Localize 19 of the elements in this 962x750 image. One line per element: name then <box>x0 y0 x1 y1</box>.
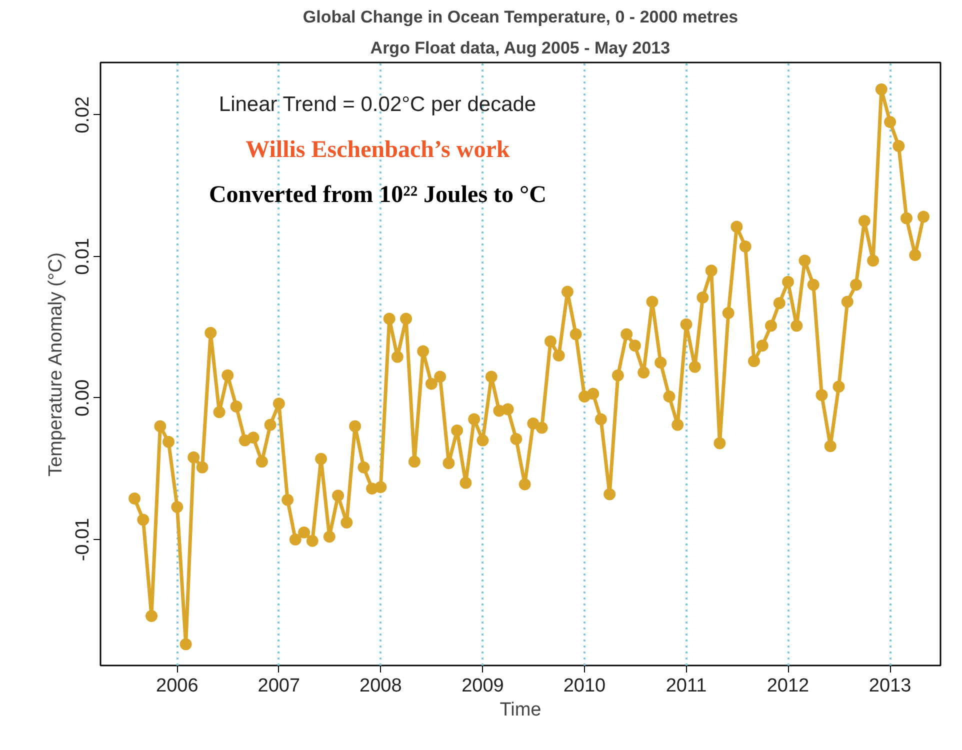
x-axis-title: Time <box>500 700 542 720</box>
y-tick-label: -0.01 <box>72 518 94 562</box>
x-tick-label: 2010 <box>563 676 606 696</box>
y-tick-label: 0.00 <box>72 379 94 416</box>
x-tick-label: 2007 <box>258 676 300 696</box>
x-tick-label: 2006 <box>156 676 198 696</box>
chart-subtitle: Argo Float data, Aug 2005 - May 2013 <box>370 38 670 58</box>
x-tick-label: 2012 <box>766 676 810 696</box>
annotation: Willis Eschenbach’s work <box>246 136 510 163</box>
chart-title: Global Change in Ocean Temperature, 0 - 2000 metres <box>302 8 738 26</box>
y-axis-title: Temperature Anomaly (°C) <box>46 252 66 477</box>
annotation: Linear Trend = 0.02°C per decade <box>218 93 536 116</box>
x-tick-label: 2009 <box>462 676 504 696</box>
x-tick-label: 2013 <box>868 676 912 696</box>
y-tick-label: 0.01 <box>72 238 94 275</box>
x-tick-label: 2011 <box>666 676 707 696</box>
x-tick-label: 2008 <box>360 676 402 696</box>
annotation: Converted from 10²² Joules to °C <box>208 182 546 208</box>
y-tick-label: 0.02 <box>72 96 94 134</box>
